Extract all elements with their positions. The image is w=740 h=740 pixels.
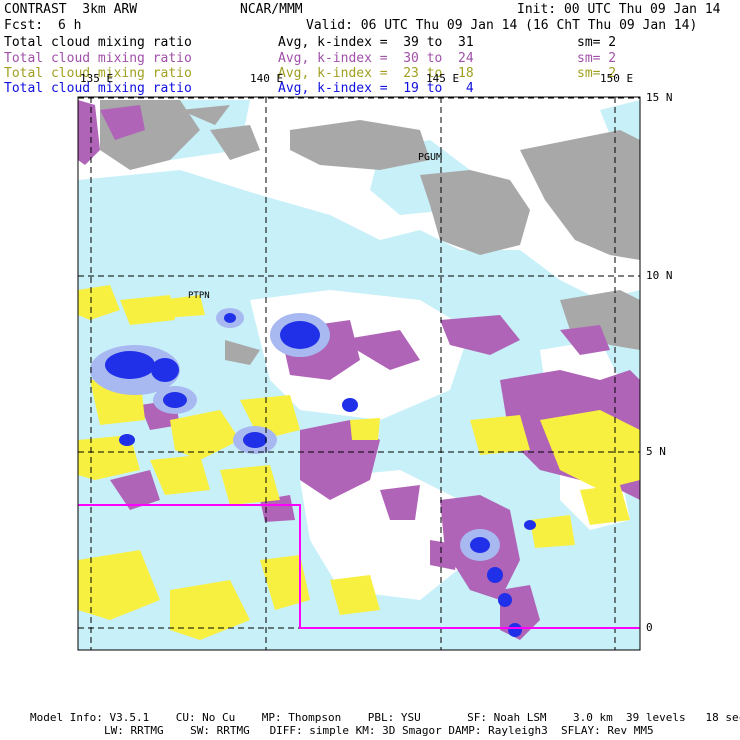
field-sm-2: sm= 2 [577,51,617,66]
init-time: Init: 00 UTC Thu 09 Jan 14 [517,2,721,17]
lat-label-5n: 5 N [646,445,666,458]
footer-model-info: Model Info: V3.5.1 CU: No Cu MP: Thompso… [30,711,740,724]
station-pgum: PGUM [418,152,443,163]
station-ptpn: PTPN [188,291,210,301]
field-name-4: Total cloud mixing ratio [4,81,192,96]
forecast-label: Fcst: [4,18,44,33]
lon-label-135: 135 E [80,72,114,85]
lat-label-15n: 15 N [646,91,673,104]
footer-physics-info: LW: RRTMG SW: RRTMG DIFF: simple KM: 3D … [104,724,654,737]
lat-label-0: 0 [646,621,653,634]
field-name-2: Total cloud mixing ratio [4,51,192,66]
field-sm-1: sm= 2 [577,35,617,50]
field-name-1: Total cloud mixing ratio [4,35,192,50]
field-avg-1: Avg, k-index = 39 to 31 [278,35,474,50]
yellow-cloud-field [78,285,640,640]
model-title: CONTRAST 3km ARW [4,2,138,17]
lon-label-150: 150 E [600,72,634,85]
org-label: NCAR/MMM [240,2,303,17]
map-frame [77,96,641,651]
lon-label-140: 140 E [250,72,284,85]
lon-label-145: 145 E [426,72,460,85]
inner-domain-boundary [78,504,640,629]
field-name-3: Total cloud mixing ratio [4,66,192,81]
field-avg-3: Avg, k-index = 23 to 18 [278,66,474,81]
lat-label-10n: 10 N [646,269,673,282]
valid-time: Valid: 06 UTC Thu 09 Jan 14 (16 ChT Thu … [306,18,698,33]
map-field-layer [78,97,640,650]
blue-convective-cores [90,308,536,637]
field-sm-3: sm= 2 [577,66,617,81]
field-avg-2: Avg, k-index = 30 to 24 [278,51,474,66]
field-avg-4: Avg, k-index = 19 to 4 [278,81,474,96]
forecast-hour: 6 h [58,18,82,33]
